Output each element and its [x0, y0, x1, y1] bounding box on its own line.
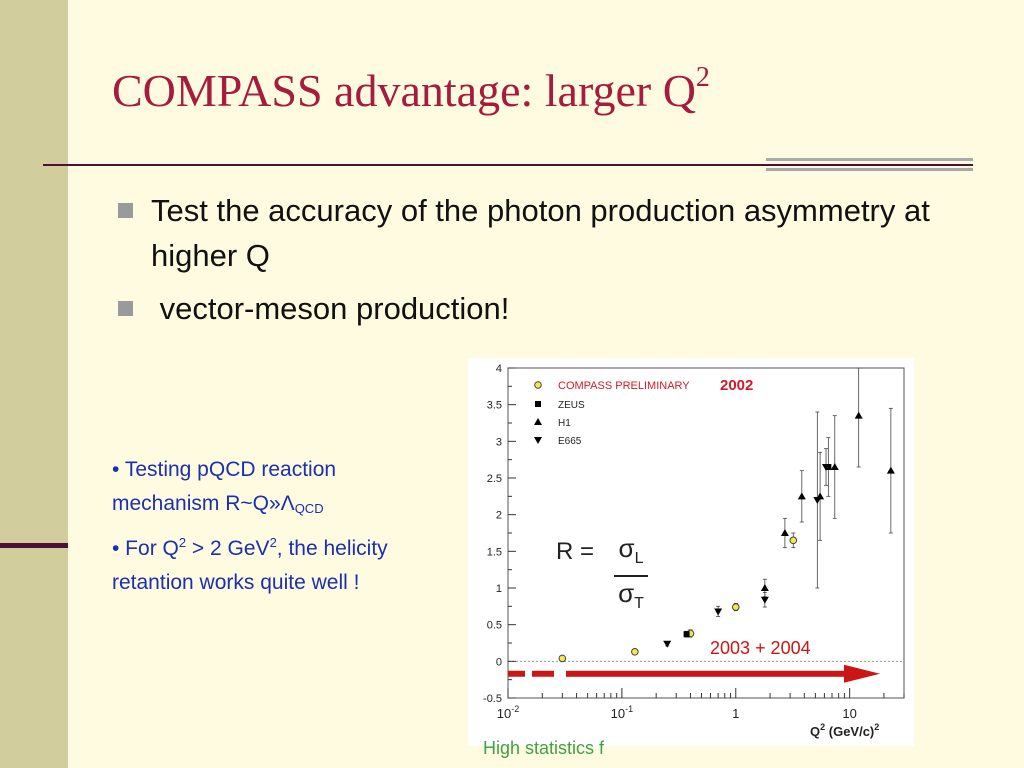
e665-point: [714, 608, 723, 616]
bullet-list: Test the accuracy of the photon producti…: [118, 188, 978, 331]
arrow-head: [844, 664, 880, 683]
legend-marker: [535, 401, 541, 407]
footer-fragment: High statistics f: [483, 738, 605, 758]
h1-point: [760, 584, 769, 591]
h1-point: [780, 529, 789, 536]
x-tick-label: 10: [842, 706, 856, 721]
note-sup-1: 2: [178, 535, 187, 550]
ratio-formula: R = σL σT: [556, 533, 648, 612]
y-tick-label: 1: [496, 583, 502, 595]
y-tick-label: 2: [496, 510, 502, 522]
title-superscript: 2: [695, 62, 710, 93]
y-tick-label: 2.5: [487, 473, 502, 485]
zeus-point: [683, 631, 690, 638]
note-line-2c: , the helicity retantion works quite wel…: [112, 537, 388, 594]
h1-point: [830, 463, 839, 470]
bullet-text: Test the accuracy of the photon producti…: [151, 193, 930, 273]
h1-point: [854, 411, 863, 419]
sidebar-accent: [0, 543, 68, 548]
y-tick-label: 0: [496, 656, 502, 668]
title-text: COMPASS advantage: larger Q: [112, 65, 696, 116]
legend-label: H1: [558, 418, 571, 429]
y-tick-label: 3.5: [487, 400, 502, 412]
formula-lhs: R =: [556, 538, 595, 565]
slide-title: COMPASS advantage: larger Q2: [112, 64, 710, 116]
formula-numerator: σL: [611, 533, 651, 574]
y-tick-label: 0.5: [487, 620, 502, 632]
y-tick-label: 1.5: [487, 546, 502, 558]
title-rule-accent-top: [766, 158, 973, 161]
legend-marker: [534, 437, 542, 444]
e665-point: [813, 497, 822, 504]
y-tick-label: 3: [496, 436, 502, 448]
bullet-square-icon: [118, 301, 133, 316]
h1-point: [886, 466, 895, 474]
title-rule: [43, 164, 973, 166]
note-sup-2: 2: [269, 535, 277, 550]
note-line-1: Testing pQCD reaction mechanism R~Q»Λ: [112, 458, 337, 515]
legend-label: ZEUS: [558, 400, 585, 411]
arrow-label: 2003 + 2004: [710, 638, 811, 658]
legend-label: E665: [558, 436, 582, 447]
note-line-2a: • For Q: [112, 537, 179, 560]
formula-sigma-t: σ: [618, 578, 635, 609]
side-note: • Testing pQCD reaction mechanism R~Q»ΛQ…: [112, 453, 442, 600]
sidebar-band: [0, 0, 68, 768]
compass-preliminary-point: [631, 648, 639, 656]
zeus-point: [825, 464, 832, 470]
note-bullet: •: [112, 458, 125, 481]
legend-stamp: 2002: [720, 377, 753, 394]
note-subscript: QCD: [294, 501, 324, 516]
formula-sigma-l: σ: [618, 533, 635, 563]
y-tick-label: 4: [496, 363, 502, 375]
compass-preliminary-point: [731, 603, 740, 611]
x-tick-label: 1: [732, 706, 739, 721]
formula-fraction: σL σT: [611, 533, 651, 619]
compass-preliminary-point: [789, 536, 798, 545]
arrow-shaft: [566, 670, 846, 677]
title-rule-accent-bottom: [766, 168, 973, 171]
bullet-item: vector-meson production!: [118, 286, 978, 331]
legend-label: COMPASS PRELIMINARY: [558, 380, 690, 392]
e665-point: [822, 464, 831, 471]
note-line-2b: > 2 GeV: [186, 537, 270, 560]
formula-denominator: σT: [611, 578, 651, 619]
e665-point: [663, 640, 672, 648]
e665-point: [760, 596, 769, 604]
formula-sub-l: L: [634, 550, 644, 568]
x-axis-label: Q2 (GeV/c)2: [810, 722, 879, 739]
formula-sub-t: T: [634, 595, 644, 613]
bullet-item: Test the accuracy of the photon producti…: [118, 188, 978, 278]
legend-marker: [534, 418, 542, 425]
bullet-square-icon: [118, 203, 133, 218]
formula-bar: [614, 575, 648, 578]
compass-preliminary-point: [558, 654, 567, 663]
bullet-text: vector-meson production!: [151, 291, 510, 326]
h1-point: [797, 492, 806, 500]
chart-background: [468, 358, 914, 746]
y-tick-label: -0.5: [483, 693, 502, 705]
legend-marker: [534, 381, 542, 389]
